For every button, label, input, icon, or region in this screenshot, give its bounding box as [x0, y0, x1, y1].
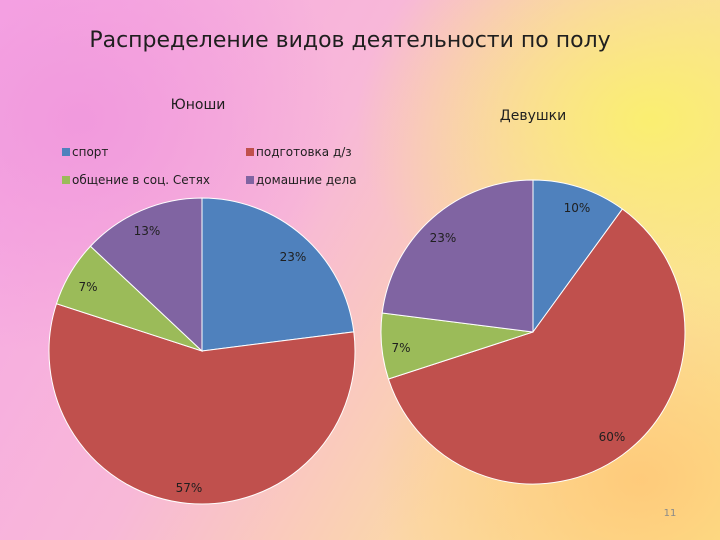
- legend-entry: домашние дела: [256, 173, 357, 187]
- girls-slice: [387, 208, 686, 485]
- boys-slice: [48, 303, 356, 505]
- legend-swatch: [246, 176, 254, 184]
- boys-data-label: 7%: [78, 280, 97, 294]
- legend-entry: общение в соц. Сетях: [72, 173, 210, 187]
- boys-pie-title: Юноши: [171, 97, 226, 113]
- girls-pie-title: Девушки: [500, 108, 566, 124]
- girls-data-label: 23%: [430, 231, 457, 245]
- boys-data-label: 23%: [280, 250, 307, 264]
- boys-pie: [48, 197, 356, 505]
- legend-swatch: [62, 176, 70, 184]
- girls-data-label: 7%: [391, 341, 410, 355]
- boys-data-label: 57%: [176, 481, 203, 495]
- girls-data-label: 60%: [599, 430, 626, 444]
- legend-swatch: [246, 148, 254, 156]
- page-number: 11: [663, 508, 677, 519]
- girls-slice: [532, 179, 624, 334]
- girls-pie: [380, 179, 686, 485]
- legend-entry: спорт: [72, 145, 108, 159]
- girls-data-label: 10%: [564, 201, 591, 215]
- boys-slice: [89, 197, 203, 353]
- girls-slice: [381, 179, 534, 333]
- boys-data-label: 13%: [134, 224, 161, 238]
- legend-swatch: [62, 148, 70, 156]
- chart-legend: спорт подготовка д/з общение в соц. Сетях д…: [62, 145, 357, 187]
- slide-title: Распределение видов деятельности по полу: [89, 28, 611, 53]
- data-labels: 23% 57% 7% 13% 10% 60% 7% 23%: [78, 201, 625, 495]
- boys-slice: [201, 197, 355, 352]
- legend-entry: подготовка д/з: [256, 145, 352, 159]
